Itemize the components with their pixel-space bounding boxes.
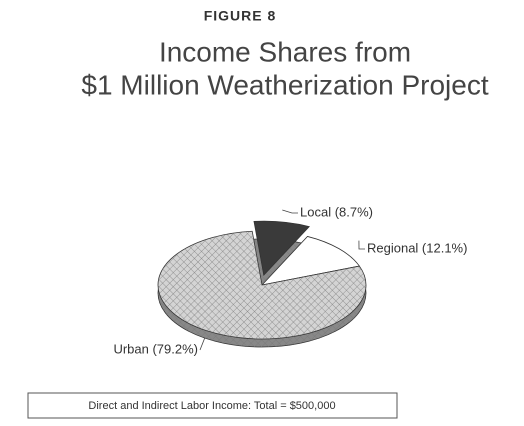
figure-label: FIGURE 8 — [204, 8, 277, 24]
leader-line — [358, 240, 365, 250]
note-box — [27, 392, 398, 419]
pie-slice — [260, 235, 361, 286]
chart-title: Income Shares from — [159, 36, 411, 67]
pie-slice-hatch — [158, 231, 366, 340]
pie-slice — [253, 220, 310, 277]
leader-line — [199, 337, 206, 351]
data-label: Urban (79.2%) — [113, 341, 198, 356]
data-label: Local (8.7%) — [300, 204, 373, 219]
note: Direct and Indirect Labor Income: Total … — [88, 400, 335, 412]
chart-title: $1 Million Weatherization Project — [81, 69, 488, 100]
data-label: Regional (12.1%) — [367, 240, 467, 255]
leader-line — [282, 209, 298, 214]
